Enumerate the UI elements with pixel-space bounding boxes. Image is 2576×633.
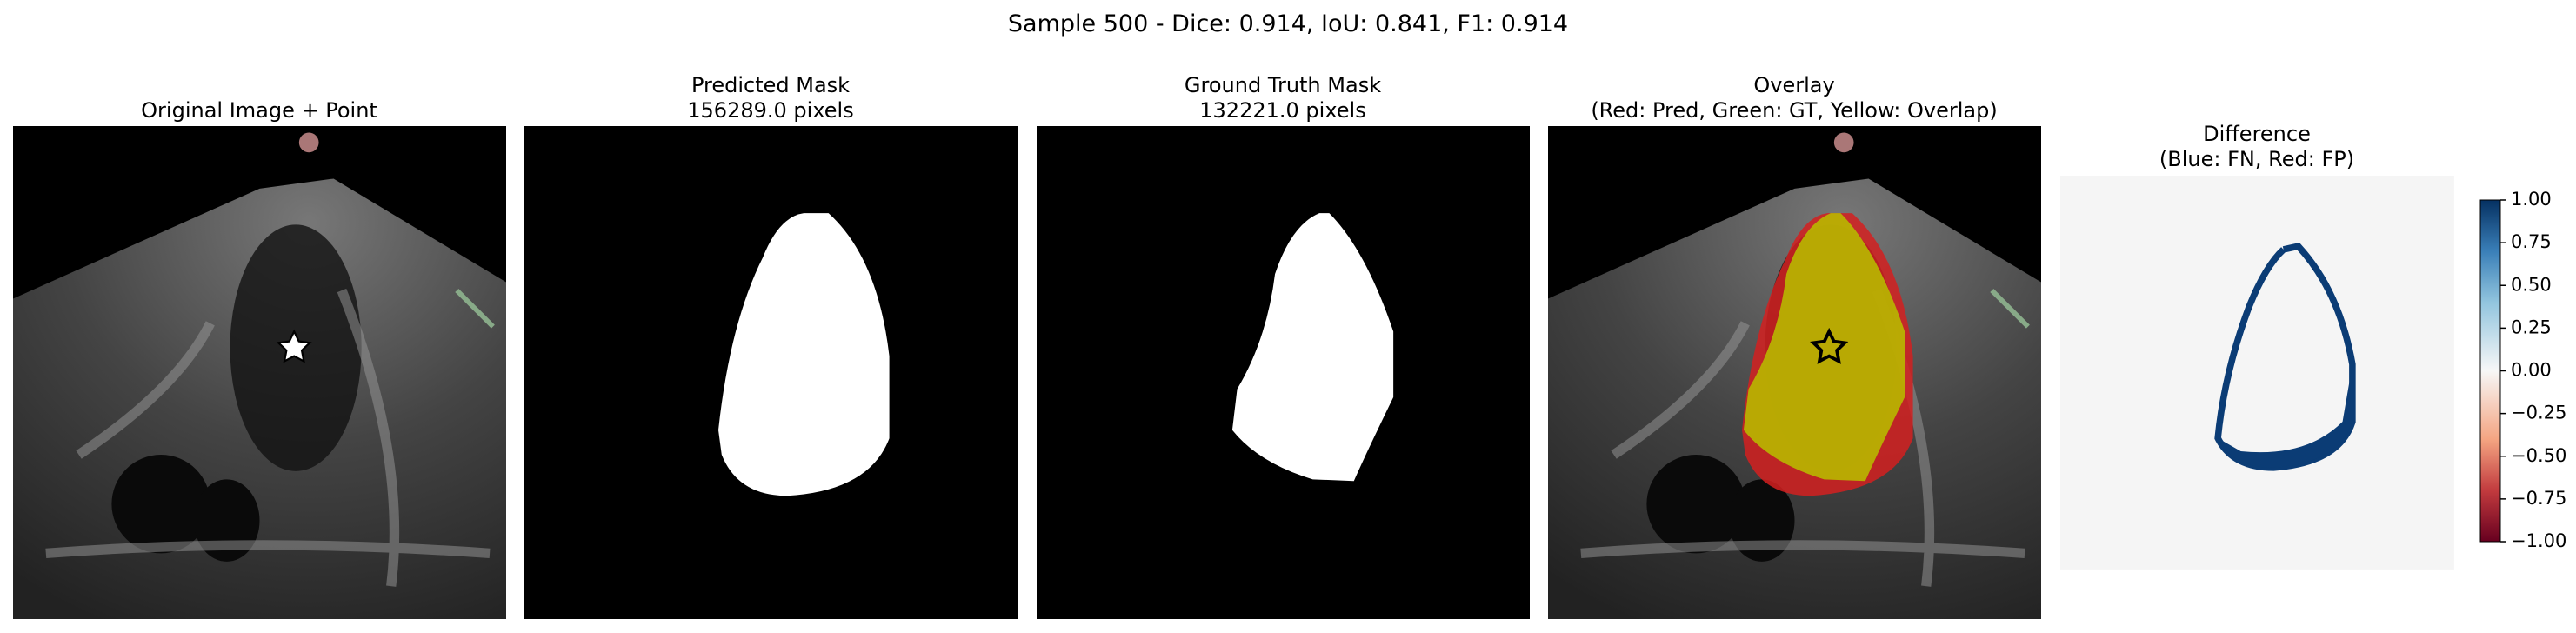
colorbar-tick-label: 0.75 bbox=[2511, 231, 2552, 252]
panel-subtitle: (Blue: FN, Red: FP) bbox=[2159, 147, 2354, 171]
colorbar-tick-label: −1.00 bbox=[2511, 530, 2566, 551]
panel-title: Overlay bbox=[1753, 73, 1834, 97]
panel-subtitle: 132221.0 pixels bbox=[1199, 98, 1365, 123]
colorbar-tick-label: −0.75 bbox=[2511, 488, 2566, 509]
colorbar-tick-label: 0.00 bbox=[2511, 360, 2552, 381]
colorbar-tick-label: −0.50 bbox=[2511, 445, 2566, 466]
figure-title: Sample 500 - Dice: 0.914, IoU: 0.841, F1… bbox=[1008, 10, 1568, 37]
difference bbox=[2060, 176, 2454, 570]
panel-subtitle: (Red: Pred, Green: GT, Yellow: Overlap) bbox=[1591, 98, 1997, 123]
panel-title: Difference bbox=[2203, 122, 2311, 146]
ground-truth-mask bbox=[1037, 126, 1530, 619]
panel-title: Original Image + Point bbox=[141, 98, 377, 123]
panel-title: Predicted Mask bbox=[691, 73, 850, 97]
colorbar bbox=[2479, 199, 2501, 543]
colorbar-tick-label: 0.50 bbox=[2511, 274, 2552, 295]
colorbar-tick-label: 0.25 bbox=[2511, 316, 2552, 337]
predicted-mask bbox=[524, 126, 1018, 619]
overlay bbox=[1548, 126, 2041, 619]
panel-subtitle: 156289.0 pixels bbox=[687, 98, 853, 123]
colorbar-tick-label: 1.00 bbox=[2511, 189, 2552, 210]
colorbar-tick-label: −0.25 bbox=[2511, 403, 2566, 423]
original-image bbox=[13, 126, 506, 619]
panel-title: Ground Truth Mask bbox=[1185, 73, 1381, 97]
